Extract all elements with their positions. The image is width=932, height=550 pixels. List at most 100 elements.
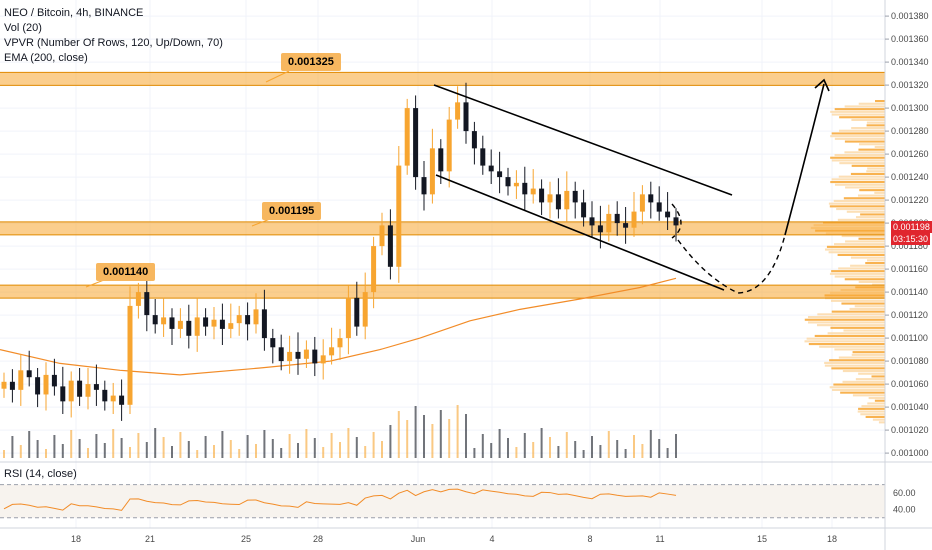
volume-profile-row [808, 343, 885, 346]
volume-bar [78, 439, 81, 458]
volume-bar [574, 441, 577, 458]
volume-bar [196, 450, 199, 458]
candle-body [480, 148, 486, 166]
volume-profile-row [839, 116, 885, 119]
price-axis-label: 0.001240 [891, 172, 929, 182]
rsi-line [3, 488, 677, 511]
volume-profile-row [875, 100, 885, 103]
volume-profile-row [833, 199, 885, 202]
volume-bar [213, 445, 215, 458]
volume-profile-row [866, 124, 885, 127]
volume-profile-row [831, 178, 885, 181]
price-axis-label: 0.001320 [891, 80, 929, 90]
volume-profile-row [840, 391, 885, 394]
volume-profile-row [855, 378, 885, 381]
candle-body [589, 217, 595, 226]
volume-bar [11, 436, 14, 458]
candle-body [639, 194, 645, 212]
price-axis-label: 0.001220 [891, 195, 929, 205]
vol-indicator-label[interactable]: Vol (20) [4, 22, 42, 34]
volume-profile-row [842, 380, 885, 383]
volume-profile-row [851, 127, 885, 130]
volume-profile-row [828, 251, 885, 254]
volume-profile-row [871, 375, 885, 378]
level-band [0, 221, 885, 235]
volume-bar [389, 425, 392, 458]
candle-body [51, 374, 57, 387]
price-axis-label: 0.001120 [891, 310, 928, 320]
ema-line [0, 277, 677, 376]
candle-body [539, 188, 545, 203]
volume-bar [515, 447, 518, 458]
volume-profile-row [843, 197, 885, 200]
vpvr-indicator-label[interactable]: VPVR (Number Of Rows, 120, Up/Down, 70) [4, 37, 223, 49]
candle-body [337, 338, 343, 348]
volume-profile-row [831, 113, 885, 116]
volume-bar [330, 433, 333, 458]
candle-body [245, 315, 251, 325]
volume-bar [171, 446, 173, 458]
price-axis-label: 0.001280 [891, 126, 929, 136]
candle-body [144, 292, 150, 316]
volume-profile [804, 100, 885, 424]
volume-profile-row [804, 318, 885, 321]
volume-bar [179, 432, 182, 458]
volume-bar [120, 438, 123, 458]
volume-profile-row [851, 164, 885, 167]
volume-bar [565, 432, 568, 458]
volume-profile-row [857, 194, 885, 197]
volume-bar [162, 437, 165, 458]
volume-bar [137, 433, 140, 458]
candle-body [614, 213, 620, 224]
candle-body [387, 225, 393, 267]
volume-profile-row [849, 307, 885, 310]
label-connector [251, 218, 271, 227]
candle-body [261, 309, 267, 339]
price-axis-label: 0.001300 [891, 103, 929, 113]
symbol-title[interactable]: NEO / Bitcoin, 4h, BINANCE [4, 7, 144, 19]
candle-body [530, 188, 536, 195]
countdown-tag: 03:15:30 [891, 233, 931, 245]
volume-profile-row [833, 243, 885, 246]
ema-indicator-label[interactable]: EMA (200, close) [4, 52, 88, 64]
level-band [0, 285, 885, 299]
candle-body [295, 351, 301, 359]
volume-profile-row [829, 205, 885, 208]
volume-profile-row [824, 248, 885, 251]
volume-bar [187, 441, 190, 458]
volume-profile-row [806, 337, 885, 340]
volume-bar [45, 449, 47, 458]
rsi-band [0, 484, 885, 518]
volume-bar [263, 430, 266, 458]
candle-body [278, 347, 284, 362]
candle-body [77, 380, 83, 397]
candle-body [345, 297, 351, 339]
label-connector [265, 70, 290, 83]
volume-profile-row [831, 310, 885, 313]
candle-body [219, 319, 225, 329]
volume-profile-row [830, 326, 885, 329]
volume-bar [591, 436, 593, 458]
level-bands [0, 70, 885, 299]
projection-path-2 [677, 234, 786, 294]
volume-bar [540, 428, 543, 458]
volume-bar [557, 446, 560, 458]
volume-bar [507, 438, 509, 458]
volume-profile-row [838, 175, 885, 178]
date-axis-label: 25 [241, 534, 251, 544]
volume-profile-row [828, 202, 885, 205]
volume-bar [532, 442, 535, 458]
volume-bar [481, 434, 484, 458]
candle-body [119, 395, 125, 405]
volume-bar [3, 450, 5, 458]
volume-profile-row [817, 313, 885, 316]
volume-bar [473, 448, 476, 458]
volume-profile-row [814, 334, 885, 337]
volume-bar [355, 437, 358, 458]
candle-body [555, 194, 561, 210]
price-axis-label: 0.001000 [891, 448, 929, 458]
volume-bar [95, 434, 98, 458]
rsi-indicator-label[interactable]: RSI (14, close) [4, 468, 77, 480]
volume-profile-row [841, 302, 885, 305]
